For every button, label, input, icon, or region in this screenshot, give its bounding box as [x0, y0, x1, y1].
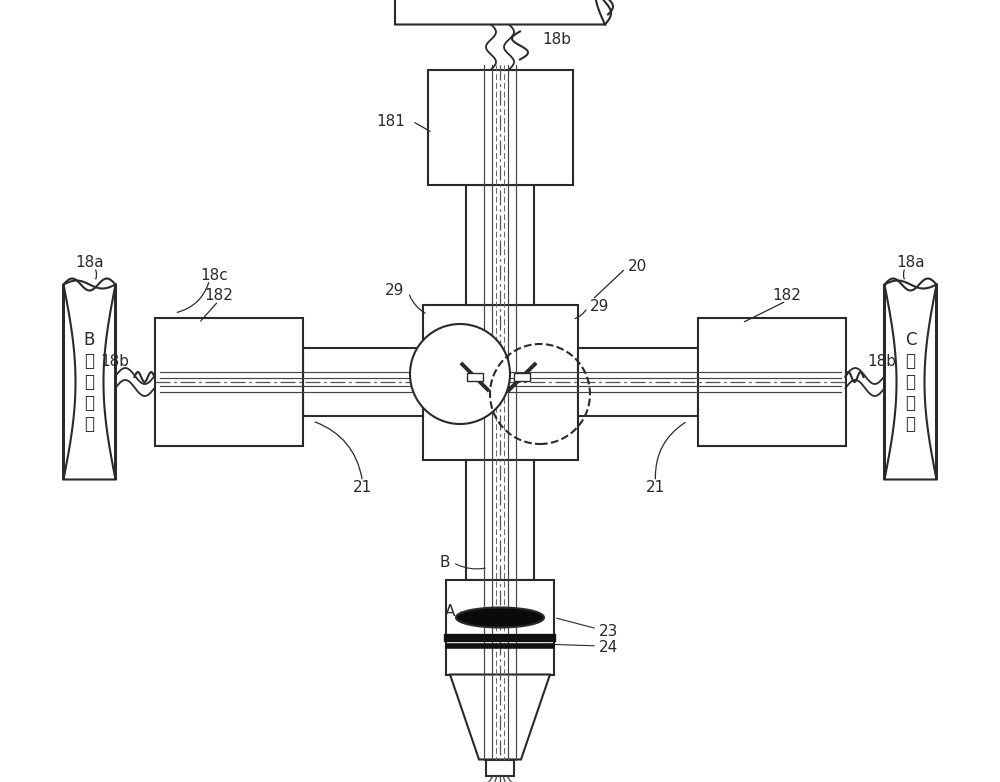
- Text: 182: 182: [204, 289, 233, 303]
- Bar: [466, 185, 534, 304]
- Polygon shape: [395, 0, 605, 24]
- Text: A: A: [445, 604, 455, 619]
- Bar: [578, 348, 698, 416]
- Text: 20: 20: [628, 259, 647, 274]
- Text: 181: 181: [377, 113, 406, 129]
- Text: 18b: 18b: [542, 32, 571, 47]
- Bar: [422, 304, 578, 460]
- Bar: [514, 373, 530, 381]
- Text: B
路
激
光
器: B 路 激 光 器: [84, 332, 95, 432]
- Bar: [302, 348, 422, 416]
- Bar: [428, 70, 572, 185]
- Ellipse shape: [456, 608, 544, 627]
- Bar: [154, 318, 302, 446]
- Bar: [466, 460, 534, 579]
- Polygon shape: [450, 675, 550, 759]
- Text: B: B: [440, 555, 450, 570]
- Text: 29: 29: [590, 299, 609, 314]
- Text: 18b: 18b: [100, 354, 130, 370]
- Bar: [446, 579, 554, 675]
- Text: C
路
激
光
器: C 路 激 光 器: [905, 332, 916, 432]
- Text: 24: 24: [599, 640, 618, 655]
- Bar: [486, 759, 514, 776]
- Text: 21: 21: [646, 480, 665, 495]
- Bar: [467, 373, 483, 381]
- Polygon shape: [64, 281, 116, 479]
- Text: 18c: 18c: [201, 268, 228, 284]
- Bar: [698, 318, 846, 446]
- Text: 182: 182: [772, 289, 801, 303]
- Circle shape: [410, 324, 510, 424]
- Text: 23: 23: [599, 624, 618, 639]
- Text: 29: 29: [385, 283, 404, 298]
- Text: 18b: 18b: [868, 354, 896, 370]
- Text: 21: 21: [353, 480, 372, 495]
- Text: 18a: 18a: [896, 255, 925, 270]
- Polygon shape: [885, 281, 936, 479]
- Text: 18a: 18a: [75, 255, 104, 270]
